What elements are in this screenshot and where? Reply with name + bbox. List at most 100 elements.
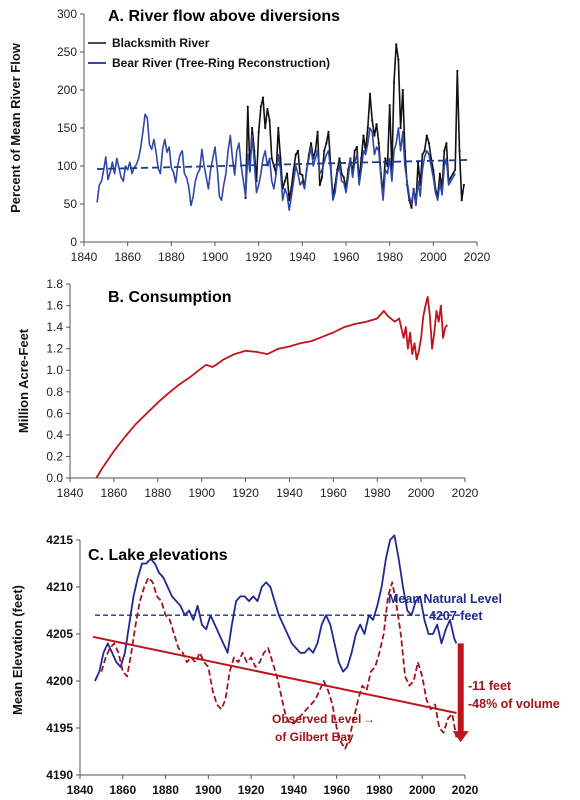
blacksmith-river-point <box>355 145 359 149</box>
panel-c-x-tick-label: 1940 <box>281 783 308 797</box>
blacksmith-river-point <box>456 69 459 73</box>
panel-a-x-tick-label: 1900 <box>202 250 229 264</box>
panel-b-x-tick-label: 1900 <box>188 486 215 500</box>
panel-a-x-tick-label: 1960 <box>333 250 360 264</box>
blacksmith-river-point <box>401 88 404 92</box>
panel-a-series-line-1 <box>96 113 456 211</box>
panel-c-x-tick-label: 2000 <box>409 783 436 797</box>
panel-c-x-tick-label: 1980 <box>366 783 393 797</box>
blacksmith-river-point <box>264 126 267 130</box>
blacksmith-river-point <box>395 43 398 46</box>
blacksmith-river-point <box>279 157 282 160</box>
blacksmith-river-point <box>285 172 289 175</box>
panel-c-x-ticks: 1840 1860 1880 1900 1920 1940 1960 1980 2000 2020 <box>67 775 479 797</box>
blacksmith-river-point <box>251 126 254 130</box>
panel-a-y-tick-label: 0 <box>70 235 77 249</box>
blacksmith-river-point <box>427 142 431 145</box>
blacksmith-river-point <box>342 176 345 179</box>
blacksmith-river-point <box>454 168 457 171</box>
observed-level-label-line2: of Gilbert Bay <box>275 730 354 744</box>
panel-b-y-tick-label: 0.8 <box>46 385 63 399</box>
panel-a-y-tick-label: 100 <box>57 159 77 173</box>
panel-c-x-tick-label: 1840 <box>67 783 94 797</box>
panel-c-x-tick-label: 1900 <box>195 783 222 797</box>
panel-a-legend: Blacksmith River Bear River (Tree-Ring R… <box>88 36 330 70</box>
panel-b-y-tick-label: 1.6 <box>46 299 63 313</box>
blacksmith-river-point <box>377 142 380 145</box>
blacksmith-river-point <box>449 176 452 179</box>
panel-b-x-tick-label: 2020 <box>452 486 479 500</box>
panel-b-y-tick-label: 0.6 <box>46 406 63 420</box>
panel-b-x-tick-label: 1960 <box>320 486 347 500</box>
panel-c-y-ticks: 4190 4195 4200 4205 4210 4215 <box>46 533 80 782</box>
panel-b-series-line-0 <box>95 296 449 479</box>
blacksmith-river-point <box>388 104 391 107</box>
panel-c-y-tick-label: 4215 <box>46 533 73 547</box>
observed-level-arrow-icon: → <box>363 712 375 726</box>
panel-b-x-tick-label: 1940 <box>276 486 303 500</box>
panel-c-y-tick-label: 4210 <box>46 580 73 594</box>
panel-a-x-tick-label: 1980 <box>376 250 403 264</box>
blacksmith-river-point <box>301 174 304 177</box>
blacksmith-river-point <box>259 105 262 108</box>
panel-b-x-tick-label: 1840 <box>57 486 84 500</box>
blacksmith-river-point <box>277 126 280 130</box>
blacksmith-river-point <box>244 196 247 200</box>
blacksmith-river-point <box>292 168 295 171</box>
panel-b-y-ticks: 0.0 0.2 0.4 0.6 0.8 1.0 1.2 1.4 1.6 1.8 <box>46 277 70 485</box>
mean-natural-level-value: 4207 feet <box>429 609 483 623</box>
panel-b-x-ticks: 1840 1860 1880 1900 1920 1940 1960 1980 2000 2020 <box>57 478 479 500</box>
blacksmith-river-point <box>362 134 365 137</box>
panel-a-y-tick-label: 250 <box>57 45 77 59</box>
blacksmith-river-point <box>421 153 424 156</box>
panel-a-x-tick-label: 1880 <box>158 250 185 264</box>
panel-a-x-tick-label: 1840 <box>71 250 98 264</box>
panel-c-y-tick-label: 4205 <box>46 627 73 641</box>
blacksmith-river-point <box>327 130 330 133</box>
blacksmith-river-point <box>425 134 428 137</box>
panel-a-y-tick-label: 150 <box>57 121 77 135</box>
blacksmith-river-point <box>296 149 300 152</box>
blacksmith-river-point <box>338 157 341 160</box>
blacksmith-river-point <box>314 149 317 152</box>
panel-a-y-ticks: 0 50 100 150 200 250 300 <box>57 7 84 249</box>
panel-c-y-tick-label: 4195 <box>46 721 73 735</box>
panel-a-y-tick-label: 200 <box>57 83 77 97</box>
panel-b-x-tick-label: 1880 <box>144 486 171 500</box>
blacksmith-river-point <box>445 142 448 145</box>
blacksmith-river-point <box>316 130 319 133</box>
blacksmith-river-point <box>384 157 387 160</box>
blacksmith-river-point <box>246 105 249 108</box>
panel-b-plot-area <box>95 296 449 479</box>
blacksmith-river-point <box>368 92 372 95</box>
panel-b-y-tick-label: 0.2 <box>46 449 63 463</box>
blacksmith-river-point <box>353 149 356 152</box>
blacksmith-river-point <box>320 176 324 179</box>
blacksmith-river-point <box>432 168 435 171</box>
blacksmith-river-point <box>266 107 269 111</box>
blacksmith-river-point <box>268 119 271 122</box>
panel-a-x-tick-label: 1940 <box>289 250 316 264</box>
blacksmith-river-point <box>325 142 328 145</box>
blacksmith-river-point <box>294 153 297 156</box>
blacksmith-river-point <box>257 130 260 133</box>
panel-c-title: C. Lake elevations <box>88 547 228 564</box>
blacksmith-river-point <box>270 157 273 160</box>
panel-a-plot-area <box>96 43 469 211</box>
drop-feet-label: -11 feet <box>468 679 512 693</box>
blacksmith-river-point <box>366 126 369 130</box>
mean-natural-level-label: Mean Natural Level <box>388 592 502 606</box>
panel-a-x-tick-label: 1920 <box>245 250 272 264</box>
panel-c-x-tick-label: 1960 <box>323 783 350 797</box>
panel-b-y-tick-label: 0.0 <box>46 471 63 485</box>
drop-volume-label: -48% of volume <box>468 697 560 711</box>
legend-label-blacksmith: Blacksmith River <box>112 36 210 50</box>
elevation-drop-arrow-shaft <box>457 643 464 733</box>
panel-b-x-tick-label: 1920 <box>232 486 259 500</box>
blacksmith-river-point <box>451 172 455 175</box>
panel-c-trend-line <box>92 635 457 714</box>
panel-b-y-tick-label: 1.2 <box>46 342 63 356</box>
panel-c-y-tick-label: 4200 <box>46 674 73 688</box>
blacksmith-river-point <box>458 149 461 152</box>
panel-b-y-tick-label: 1.4 <box>46 320 63 334</box>
